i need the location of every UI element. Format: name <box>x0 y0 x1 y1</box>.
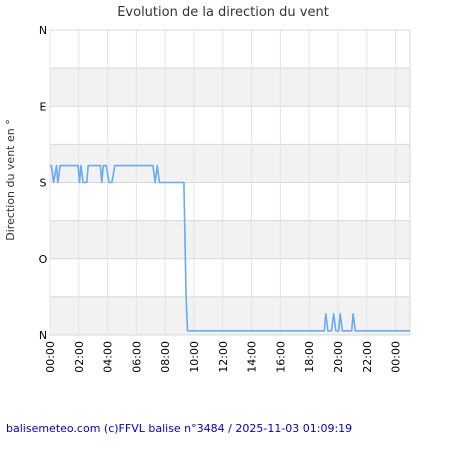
chart-title: Evolution de la direction du vent <box>117 5 329 20</box>
footer-credit: balisemeteo.com (c)FFVL balise n°3484 / … <box>6 422 353 435</box>
x-tick-label: 22:00 <box>361 341 374 373</box>
x-tick-label: 04:00 <box>102 341 115 373</box>
x-tick-label: 06:00 <box>130 341 143 373</box>
y-axis-ticks: N E S O N <box>39 24 48 342</box>
x-tick-label: 14:00 <box>246 341 259 373</box>
x-tick-label: 02:00 <box>73 341 86 373</box>
x-axis-ticks: 00:00 02:00 04:00 06:00 08:00 10:00 12:00 14:00… <box>44 341 403 373</box>
y-tick-label: O <box>39 253 48 266</box>
y-tick-label: N <box>39 24 47 37</box>
y-tick-label: S <box>40 177 47 190</box>
background-band <box>50 144 410 183</box>
plot-background <box>50 68 410 335</box>
x-tick-label: 18:00 <box>303 341 316 373</box>
series-line-wind-direction <box>50 164 410 332</box>
x-tick-label: 00:00 <box>44 341 57 373</box>
x-tick-label: 20:00 <box>332 341 345 373</box>
y-axis-label: Direction du vent en ° <box>4 119 17 240</box>
x-tick-label: 12:00 <box>217 341 230 373</box>
x-tick-label: 16:00 <box>274 341 287 373</box>
x-tick-label: 08:00 <box>159 341 172 373</box>
series-group <box>50 164 410 332</box>
x-tick-label: 10:00 <box>188 341 201 373</box>
y-tick-label: N <box>39 329 47 342</box>
background-band <box>50 296 410 335</box>
y-tick-label: E <box>40 100 47 113</box>
background-band <box>50 68 410 107</box>
x-tick-label: 00:00 <box>390 341 403 373</box>
background-band <box>50 220 410 259</box>
